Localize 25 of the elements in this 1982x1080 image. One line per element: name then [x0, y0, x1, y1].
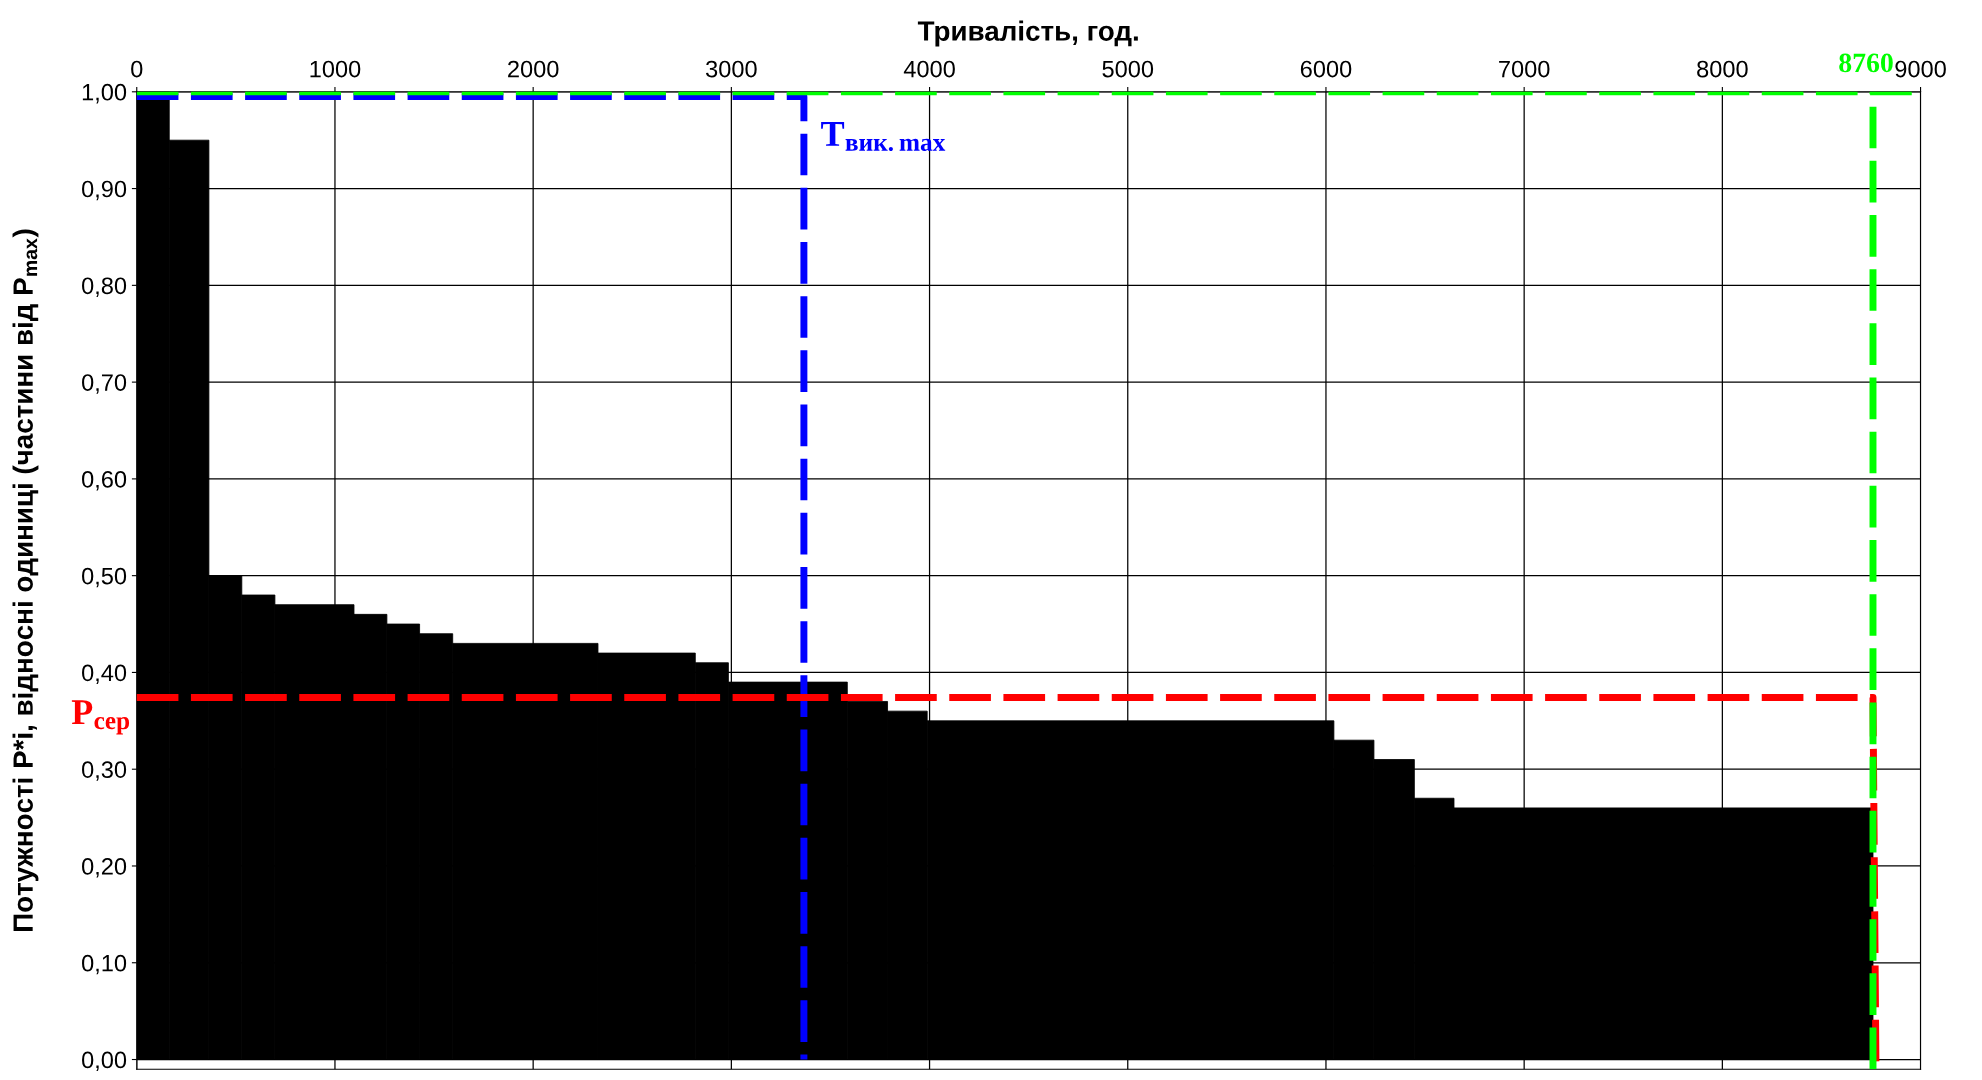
y-tick-label: 1,00: [82, 83, 127, 104]
y-tick-label: 0,90: [82, 180, 127, 201]
y-tick-label: 0,80: [82, 277, 127, 297]
y-tick-label: 0,50: [82, 567, 127, 588]
x-tick-label: 1000: [310, 60, 361, 78]
annotation: P$_{сер}$: [71, 700, 130, 735]
y-tick-label: 0,30: [82, 761, 127, 781]
x-tick-label: 9000: [1895, 60, 1946, 78]
x-tick-label: 3000: [706, 60, 757, 78]
x-axis-title: Тривалість, год.: [917, 20, 1138, 47]
y-axis-title: Потужності P*i, відносні одиниці (частини від P$_{max}$): [12, 229, 39, 931]
y-tick-label: 0,40: [82, 664, 127, 685]
y-tick-label: 0,10: [82, 954, 127, 975]
ref-line-label: 8760: [1839, 53, 1893, 73]
x-tick-label: 4000: [903, 60, 955, 78]
x-tick-label: 5000: [1102, 60, 1154, 78]
x-tick-label: 0: [131, 60, 143, 78]
x-tick-label: 2000: [508, 60, 559, 78]
x-tick-label: 6000: [1300, 60, 1352, 78]
x-tick-label: 8000: [1697, 60, 1748, 78]
y-tick-label: 0,60: [82, 470, 127, 491]
y-tick-label: 0,20: [82, 858, 127, 878]
y-tick-label: 0,00: [82, 1051, 127, 1072]
y-tick-label: 0,70: [82, 374, 127, 394]
x-tick-label: 7000: [1499, 60, 1550, 78]
